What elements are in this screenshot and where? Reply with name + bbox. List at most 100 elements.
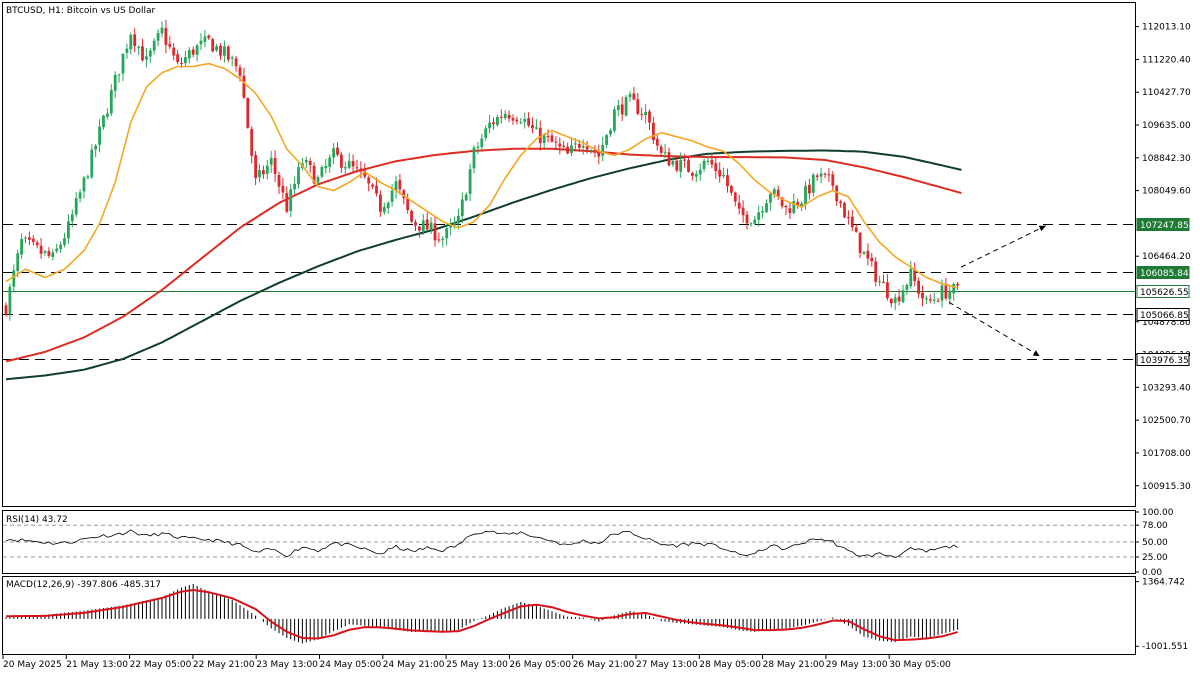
candle-body <box>562 145 566 147</box>
candle-body <box>441 238 445 241</box>
ma-mid-line <box>5 147 962 363</box>
candle-body <box>82 177 86 192</box>
candle-body <box>741 207 745 216</box>
time-tick-label: 22 May 21:00 <box>193 660 255 670</box>
time-tick-label: 30 May 05:00 <box>889 660 951 670</box>
rsi-layer <box>3 524 1135 558</box>
candle-body <box>546 136 550 138</box>
candle-body <box>164 28 168 45</box>
candle-body <box>402 190 406 199</box>
candle-body <box>733 192 737 202</box>
candle-body <box>823 173 827 175</box>
candle-body <box>199 40 203 45</box>
candle-body <box>862 251 866 254</box>
candle-body <box>714 163 718 172</box>
candle-body <box>242 75 246 98</box>
level-price-label: 107247.85 <box>1140 221 1189 231</box>
candle-body <box>628 94 632 98</box>
candle-body <box>460 199 464 216</box>
candle-body <box>905 284 909 290</box>
price-tick-label: 112013.10 <box>1142 23 1191 33</box>
candle-body <box>414 222 417 226</box>
candle-body <box>406 198 410 210</box>
rsi-label: RSI(14) 43.72 <box>6 515 68 525</box>
price-tick-label: 103293.40 <box>1142 383 1191 393</box>
candle-body <box>258 169 261 178</box>
candle-body <box>125 48 129 53</box>
candle-body <box>554 141 558 143</box>
scenario-arrow-line <box>960 225 1046 268</box>
candle-body <box>776 189 780 197</box>
candle-body <box>757 212 761 220</box>
candle-body <box>141 46 144 61</box>
candle-body <box>215 46 218 51</box>
ma-slow-line <box>5 149 962 381</box>
candle-body <box>659 146 663 153</box>
level-price-box <box>1136 218 1190 231</box>
candle-body <box>312 165 316 184</box>
candle-body <box>355 167 359 169</box>
level-price-label: 103976.35 <box>1140 356 1189 366</box>
candle-body <box>265 165 269 174</box>
candle-body <box>878 281 881 283</box>
candle-body <box>921 292 924 299</box>
candle-body <box>453 222 456 226</box>
macd-layer <box>5 584 959 644</box>
candle-body <box>819 173 823 177</box>
candle-body <box>640 114 644 116</box>
candle-body <box>932 299 936 301</box>
candle-body <box>320 167 324 177</box>
candle-body <box>55 248 59 252</box>
candle-body <box>246 98 250 128</box>
candle-body <box>956 283 959 286</box>
candle-body <box>425 219 429 230</box>
candle-body <box>226 46 230 60</box>
candle-body <box>47 251 51 256</box>
price-tick-label: 102500.70 <box>1142 416 1191 426</box>
candle-body <box>663 152 667 154</box>
candle-body <box>745 214 749 224</box>
candle-body <box>928 299 932 301</box>
candle-body <box>679 160 683 172</box>
ma-fast-layer <box>5 62 958 289</box>
level-price-label: 105626.55 <box>1140 288 1189 298</box>
candle-body <box>211 39 215 52</box>
candle-body <box>730 185 733 193</box>
candle-body <box>913 269 917 282</box>
price-tick-label: 108842.30 <box>1142 154 1191 164</box>
candle-body <box>698 169 702 175</box>
candle-body <box>457 215 460 224</box>
candle-body <box>269 158 273 165</box>
candle-body <box>511 118 515 121</box>
macd-tick-label: 1364.742 <box>1142 578 1185 588</box>
candle-body <box>168 43 172 47</box>
candle-body <box>386 202 390 209</box>
time-tick-label: 25 May 13:00 <box>446 660 508 670</box>
candle-body <box>866 250 870 259</box>
candle-body <box>847 217 850 219</box>
candle-body <box>570 145 573 153</box>
candle-body <box>484 128 488 138</box>
candle-body <box>390 190 394 202</box>
candle-body <box>367 177 371 184</box>
candles-layer <box>4 19 959 321</box>
candle-body <box>624 97 628 116</box>
rsi-tick-label: 78.00 <box>1142 521 1168 531</box>
candle-body <box>180 63 183 65</box>
candle-body <box>4 305 8 315</box>
candle-body <box>12 270 16 287</box>
time-tick-label: 28 May 05:00 <box>699 660 761 670</box>
candle-body <box>133 34 137 47</box>
candle-body <box>874 261 878 282</box>
candle-body <box>129 34 133 50</box>
candle-body <box>234 58 238 67</box>
candle-body <box>897 296 901 302</box>
candle-body <box>35 242 39 246</box>
candle-body <box>784 205 788 208</box>
candle-body <box>620 104 624 115</box>
candle-body <box>589 150 593 152</box>
candle-body <box>886 282 889 299</box>
candle-body <box>160 27 164 34</box>
candle-body <box>718 169 722 177</box>
